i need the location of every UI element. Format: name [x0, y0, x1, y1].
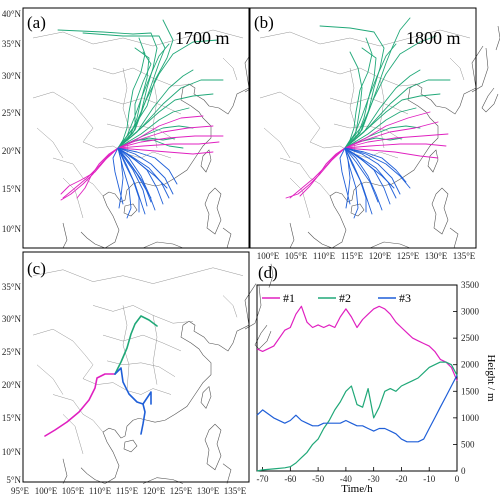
cluster-2-trajectories	[57, 19, 224, 149]
cluster-3-trajectories	[339, 147, 411, 219]
panel-b-height: 1800 m	[406, 28, 461, 48]
legend-label-3: #3	[399, 291, 411, 305]
series-line-1	[256, 305, 458, 381]
panel-a-label: (a)	[27, 13, 46, 32]
cluster-1-trajectories	[285, 111, 449, 199]
lon-tick: 100°E	[257, 251, 280, 261]
y-tick-label: 3000	[461, 307, 480, 317]
lon-tick: 110°E	[313, 251, 336, 261]
y-tick-label: 3500	[461, 280, 480, 290]
y-ticks: 0 500 1000 1500 2000 2500 3000 3500	[453, 280, 480, 476]
lon-tick: 135°E	[453, 251, 476, 261]
lat-tick: 30°N	[2, 71, 22, 81]
lat-tick: 15°N	[2, 413, 22, 423]
cluster-2-mean-trajectory	[114, 315, 158, 375]
y-tick-label: 0	[461, 466, 466, 476]
x-tick-label: 0	[455, 474, 460, 484]
lon-tick: 135°E	[224, 486, 247, 496]
y-tick-label: 1000	[461, 413, 480, 423]
panel-c-map: (c)	[22, 251, 274, 484]
x-tick-label: -70	[257, 474, 269, 484]
y-tick-label: 2500	[461, 333, 480, 343]
x-ticks: -70 -60 -50 -40 -30 -20 -10 0	[257, 467, 460, 484]
x-tick-label: -60	[284, 474, 296, 484]
lon-tick: 110°E	[89, 486, 112, 496]
panel-a-map: (a) 1700 m	[22, 7, 274, 249]
lon-tick: 105°E	[62, 486, 85, 496]
lat-tick: 35°N	[2, 282, 22, 292]
lon-tick: 115°E	[341, 251, 364, 261]
series-line-2	[256, 361, 458, 472]
lat-tick: 30°N	[2, 314, 22, 324]
x-tick-label: -50	[312, 474, 324, 484]
legend-label-2: #2	[339, 291, 351, 305]
y-tick-label: 2000	[461, 360, 480, 370]
x-tick-label: -10	[423, 474, 435, 484]
y-tick-label: 500	[461, 439, 475, 449]
series-lines	[256, 305, 458, 472]
lat-tick: 10°N	[2, 447, 22, 457]
panel-a-lat-ticks: 10°N 15°N 20°N 25°N 30°N 35°N 40°N	[2, 9, 22, 234]
lat-tick: 5°N	[6, 475, 21, 485]
lon-tick: 95°E	[11, 486, 30, 496]
lat-tick: 10°N	[2, 224, 22, 234]
panel-b-map: (b) 1800 m	[249, 7, 500, 249]
cluster-1-mean-trajectory	[44, 373, 116, 437]
x-tick-label: -40	[340, 474, 352, 484]
cluster-1-trajectories	[60, 115, 224, 201]
lat-tick: 20°N	[2, 146, 22, 156]
lon-tick: 115°E	[116, 486, 139, 496]
panel-c-label: (c)	[27, 259, 46, 278]
lat-tick: 35°N	[2, 39, 22, 49]
panel-d-label: (d)	[258, 263, 278, 282]
lon-tick: 125°E	[170, 486, 193, 496]
lat-tick: 20°N	[2, 380, 22, 390]
panel-c-lon-ticks: 95°E 100°E 105°E 110°E 115°E 120°E 125°E…	[11, 486, 247, 496]
lat-tick: 15°N	[2, 184, 22, 194]
panel-a-height: 1700 m	[175, 28, 230, 48]
lon-tick: 125°E	[397, 251, 420, 261]
lat-tick: 25°N	[2, 108, 22, 118]
lon-tick: 130°E	[425, 251, 448, 261]
lon-tick: 120°E	[143, 486, 166, 496]
y-tick-label: 1500	[461, 386, 480, 396]
lon-tick: 130°E	[197, 486, 220, 496]
cluster-2-trajectories	[319, 17, 451, 149]
panel-b-label: (b)	[254, 13, 274, 32]
x-tick-label: -20	[395, 474, 407, 484]
x-tick-label: -30	[368, 474, 380, 484]
series-line-3	[256, 375, 458, 443]
lon-tick: 105°E	[285, 251, 308, 261]
lat-tick: 40°N	[2, 9, 22, 19]
cluster-3-trajectories	[112, 147, 178, 219]
lon-tick: 100°E	[35, 486, 58, 496]
legend: #1 #2 #3	[262, 291, 411, 305]
panel-c-lat-ticks: 5°N 10°N 15°N 20°N 25°N 30°N 35°N	[2, 282, 22, 485]
lat-tick: 25°N	[2, 347, 22, 357]
y-axis-title: Height / m	[485, 354, 497, 401]
cluster-3-mean-trajectory	[114, 367, 146, 435]
lon-tick: 120°E	[369, 251, 392, 261]
legend-label-1: #1	[283, 291, 295, 305]
x-axis-title: Time/h	[341, 483, 373, 495]
panel-b-lon-ticks: 100°E 105°E 110°E 115°E 120°E 125°E 130°…	[257, 251, 476, 261]
plot-frame	[256, 284, 458, 472]
